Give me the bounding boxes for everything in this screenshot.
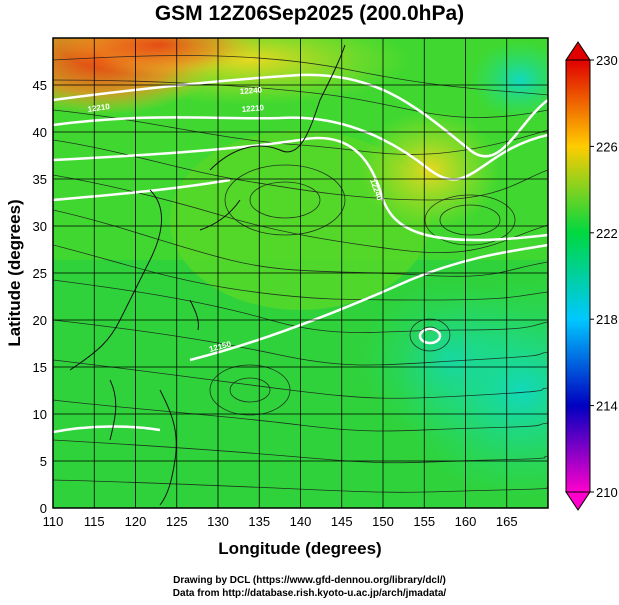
- contour-label: 12210: [241, 103, 264, 114]
- colorbar-tick-label: 222: [596, 226, 618, 241]
- y-axis-ticks: 0 5 10 15 20 25 30 35 40 45: [33, 78, 47, 516]
- y-tick-label: 35: [33, 172, 47, 187]
- credit-data: Data from http://database.rish.kyoto-u.a…: [172, 588, 447, 599]
- x-tick-label: 130: [207, 514, 229, 529]
- y-axis-label: Latitude (degrees): [5, 199, 24, 346]
- colorbar-tick-label: 218: [596, 312, 618, 327]
- y-tick-label: 30: [33, 219, 47, 234]
- colorbar-max-arrow: [565, 41, 591, 61]
- x-tick-label: 110: [43, 514, 64, 529]
- y-tick-label: 5: [40, 454, 47, 469]
- x-tick-label: 160: [455, 514, 477, 529]
- plot-frame: [52, 37, 549, 509]
- y-tick-label: 45: [33, 78, 47, 93]
- contour-label: 12240: [240, 85, 263, 96]
- x-tick-label: 120: [125, 514, 147, 529]
- colorbar-tick-label: 226: [596, 139, 618, 154]
- x-tick-label: 115: [84, 514, 105, 529]
- colorbar-tick-label: 214: [596, 399, 618, 414]
- page-title: GSM 12Z06Sep2025 (200.0hPa): [154, 2, 465, 25]
- y-tick-label: 25: [33, 266, 47, 281]
- colorbar-min-arrow: [565, 491, 591, 511]
- x-tick-label: 140: [290, 514, 312, 529]
- x-axis-label: Longitude (degrees): [218, 539, 381, 558]
- y-tick-label: 20: [33, 313, 47, 328]
- y-tick-label: 0: [40, 501, 47, 516]
- x-tick-label: 165: [496, 514, 518, 529]
- credit-drawing: Drawing by DCL (https://www.gfd-dennou.o…: [173, 575, 446, 586]
- y-tick-label: 10: [33, 407, 47, 422]
- contour-label: 12210: [87, 102, 111, 114]
- x-tick-label: 145: [331, 514, 353, 529]
- x-axis-ticks: 110 115 120 125 130 135 140 145 150 155 160 165: [43, 514, 518, 529]
- y-tick-label: 15: [33, 360, 47, 375]
- x-tick-label: 155: [413, 514, 435, 529]
- colorbar-tick-label: 230: [596, 53, 618, 68]
- colorbar-scale: [565, 59, 591, 493]
- colorbar: 230 226 222 218 214 210: [565, 41, 618, 511]
- coastlines: [69, 44, 346, 506]
- temperature-field: [53, 38, 548, 508]
- x-tick-label: 135: [248, 514, 270, 529]
- x-tick-label: 125: [166, 514, 188, 529]
- x-tick-label: 150: [372, 514, 394, 529]
- height-contours: [53, 73, 548, 434]
- colorbar-tick-label: 210: [596, 485, 618, 500]
- y-tick-label: 40: [33, 125, 47, 140]
